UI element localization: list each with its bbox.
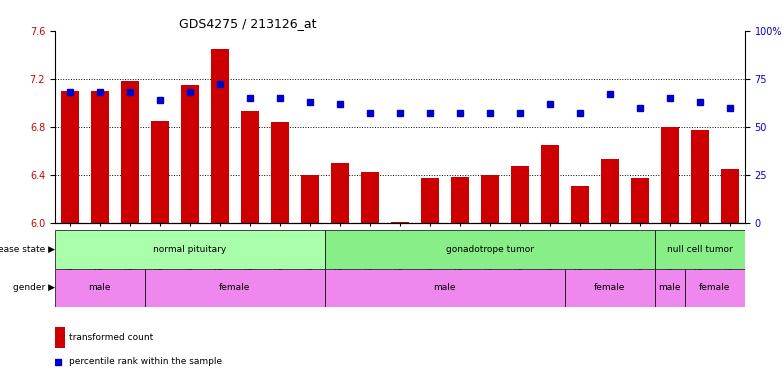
- Bar: [181, 85, 199, 223]
- Bar: [511, 166, 529, 223]
- Bar: [325, 230, 655, 269]
- Bar: [691, 130, 709, 223]
- Bar: [571, 185, 589, 223]
- Bar: [55, 269, 145, 307]
- Bar: [601, 159, 619, 223]
- Text: male: male: [89, 283, 111, 293]
- Text: gonadotrope tumor: gonadotrope tumor: [446, 245, 534, 254]
- Text: gender ▶: gender ▶: [13, 283, 55, 293]
- Bar: [631, 178, 649, 223]
- Bar: [541, 145, 559, 223]
- Bar: [121, 81, 139, 223]
- Bar: [421, 178, 439, 223]
- Bar: [361, 172, 379, 223]
- Bar: [655, 269, 684, 307]
- Bar: [241, 111, 259, 223]
- Bar: [564, 269, 655, 307]
- Bar: [720, 169, 739, 223]
- Bar: [91, 91, 109, 223]
- Text: female: female: [220, 283, 251, 293]
- Bar: [301, 175, 319, 223]
- Text: null cell tumor: null cell tumor: [667, 245, 733, 254]
- Bar: [661, 127, 679, 223]
- Bar: [55, 327, 65, 348]
- Bar: [270, 122, 289, 223]
- Bar: [655, 230, 745, 269]
- Text: male: male: [659, 283, 681, 293]
- Text: normal pituitary: normal pituitary: [153, 245, 227, 254]
- Bar: [325, 269, 564, 307]
- Text: male: male: [434, 283, 456, 293]
- Bar: [55, 230, 325, 269]
- Bar: [481, 175, 499, 223]
- Text: female: female: [699, 283, 731, 293]
- Text: GDS4275 / 213126_at: GDS4275 / 213126_at: [179, 17, 317, 30]
- Text: transformed count: transformed count: [69, 333, 153, 342]
- Bar: [145, 269, 325, 307]
- Text: percentile rank within the sample: percentile rank within the sample: [69, 358, 222, 366]
- Bar: [211, 49, 229, 223]
- Bar: [331, 163, 349, 223]
- Bar: [391, 222, 408, 223]
- Bar: [684, 269, 745, 307]
- Bar: [61, 91, 79, 223]
- Bar: [451, 177, 469, 223]
- Text: female: female: [594, 283, 626, 293]
- Text: disease state ▶: disease state ▶: [0, 245, 55, 254]
- Bar: [151, 121, 169, 223]
